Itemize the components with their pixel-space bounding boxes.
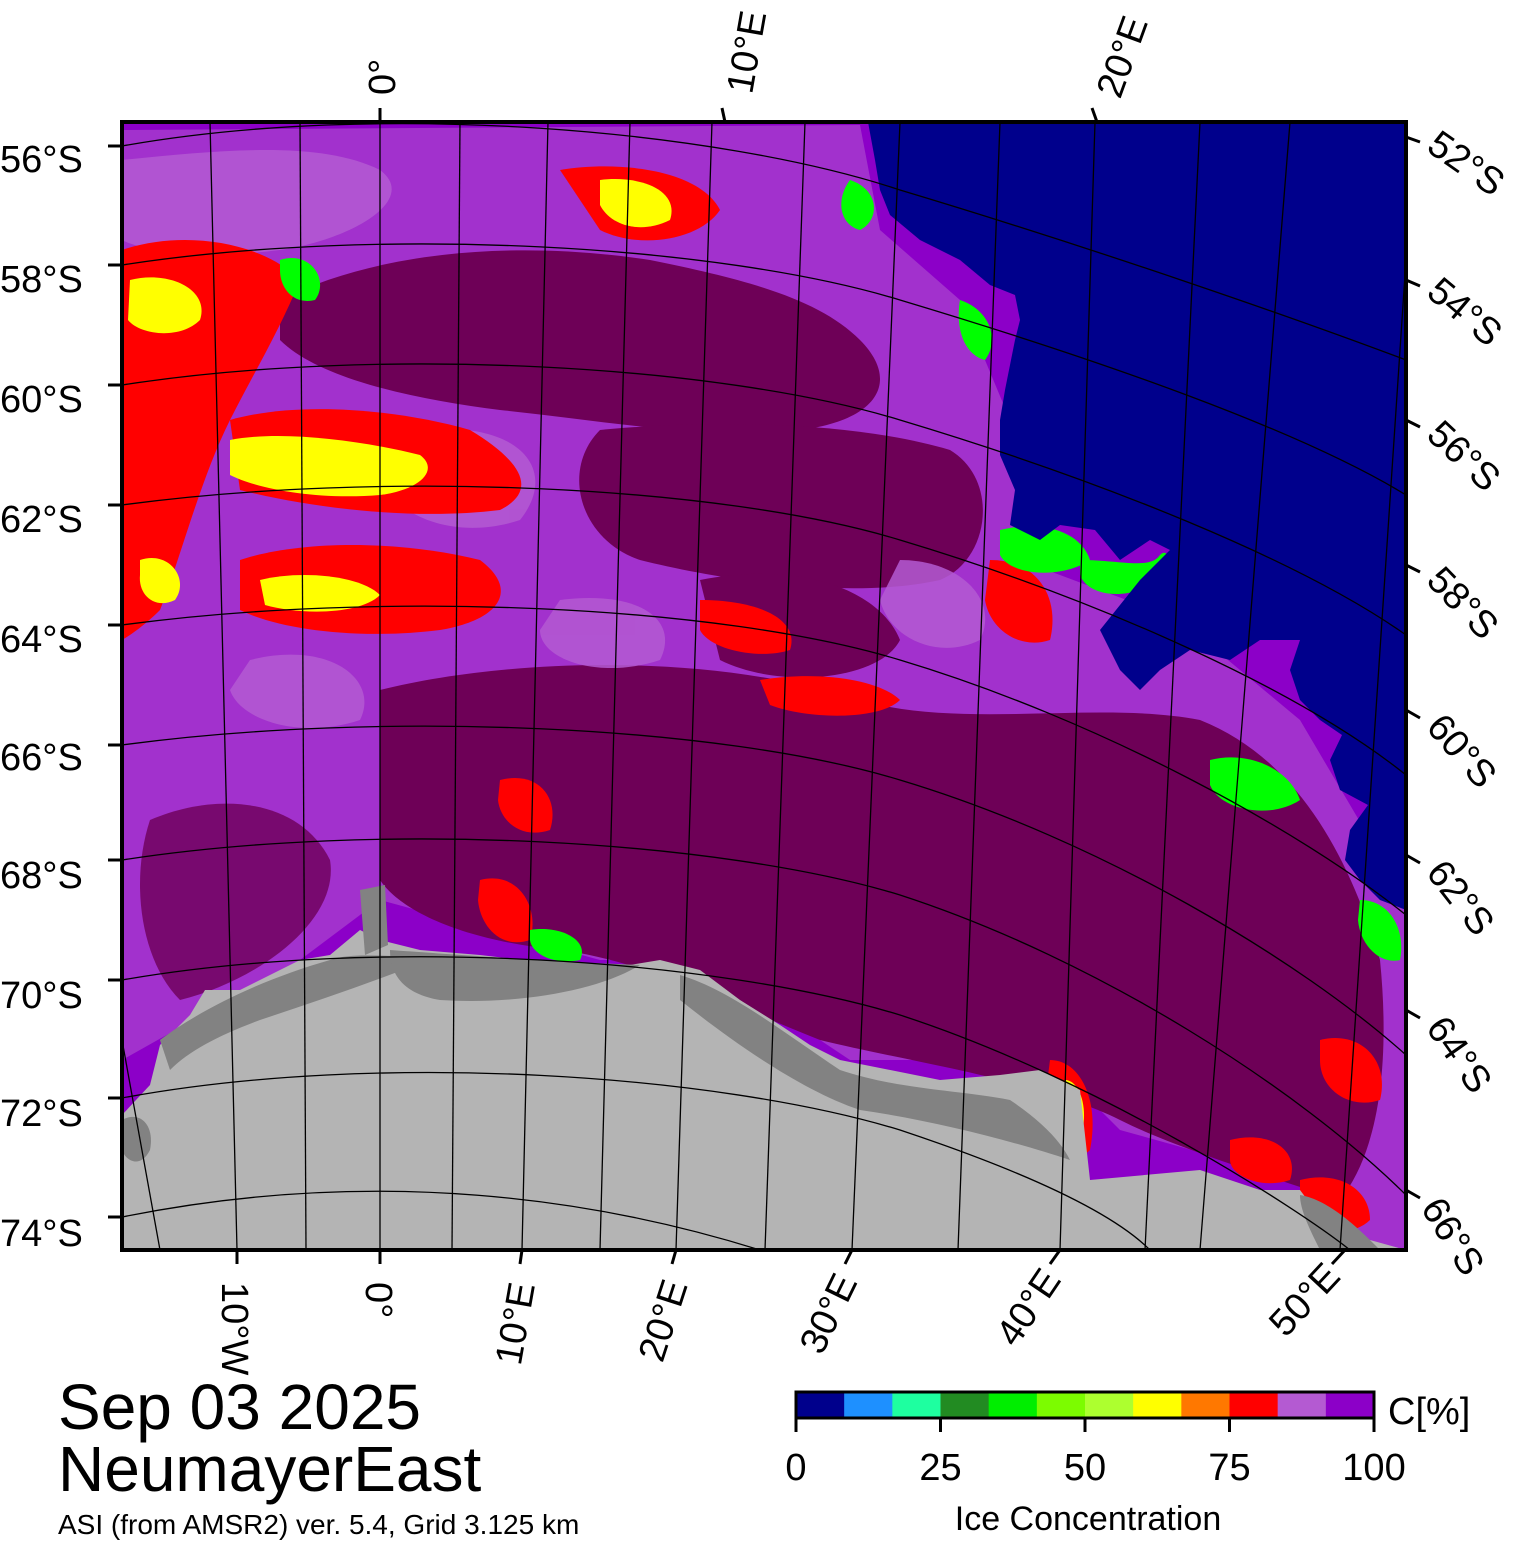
lat-label-left-68: 68°S [0, 855, 83, 897]
colorbar-swatch [1277, 1392, 1327, 1418]
colorbar-swatch [988, 1392, 1038, 1418]
colorbar-swatch [796, 1392, 845, 1418]
lat-label-left-60: 60°S [0, 379, 83, 421]
colorbar-title: Ice Concentration [955, 1500, 1222, 1538]
colorbar-tick-50: 50 [1064, 1447, 1106, 1489]
lat-label-left-70: 70°S [0, 975, 83, 1017]
colorbar-tick-75: 75 [1208, 1447, 1250, 1489]
colorbar-swatch [1085, 1392, 1134, 1418]
lat-label-right-66: 66°S [1412, 1191, 1492, 1283]
region-name: NeumayerEast [58, 1433, 482, 1505]
lat-label-right-64: 64°S [1418, 1009, 1500, 1101]
graticule [122, 122, 1406, 1250]
lon-label-top-0: 0° [362, 59, 404, 95]
lon-label-bottom-30e: 30°E [792, 1268, 866, 1361]
colorbar-swatches [796, 1392, 1375, 1418]
colorbar-unit: C[%] [1388, 1391, 1470, 1433]
colorbar-tick-0: 0 [785, 1447, 806, 1489]
colorbar-swatch [844, 1392, 893, 1418]
lat-label-left-74: 74°S [0, 1213, 83, 1255]
lon-labels-top: 0° 10°E 20°E [362, 8, 1157, 103]
lat-label-left-64: 64°S [0, 619, 83, 661]
colorbar-tick-100: 100 [1342, 1447, 1405, 1489]
colorbar-swatch [1181, 1392, 1230, 1418]
colorbar-swatch [892, 1392, 941, 1418]
lat-label-right-60: 60°S [1418, 706, 1504, 796]
lat-label-left-72: 72°S [0, 1093, 83, 1135]
colorbar-swatch [1229, 1392, 1279, 1418]
antarctic-land [122, 930, 1406, 1250]
lon-label-bottom-10e: 10°E [488, 1279, 544, 1368]
open-water [868, 122, 1406, 910]
lon-label-bottom-40e: 40°E [988, 1262, 1069, 1354]
lat-label-right-62: 62°S [1418, 853, 1502, 944]
frame-ticks [108, 107, 1421, 1266]
lat-labels-left: 56°S 58°S 60°S 62°S 64°S 66°S 68°S 70°S … [0, 139, 83, 1255]
colorbar-ticks [794, 1418, 1376, 1432]
map-date: Sep 03 2025 [58, 1371, 421, 1443]
lon-label-top-20e: 20°E [1089, 11, 1157, 103]
lon-label-bottom-10w: 10°W [213, 1282, 255, 1375]
data-source: ASI (from AMSR2) ver. 5.4, Grid 3.125 km [58, 1509, 580, 1540]
lon-label-bottom-20e: 20°E [631, 1275, 697, 1367]
lat-label-right-58: 58°S [1419, 559, 1507, 648]
lat-label-left-56: 56°S [0, 139, 83, 181]
lat-label-left-66: 66°S [0, 737, 83, 779]
lat-label-right-54: 54°S [1419, 270, 1509, 355]
lat-label-left-62: 62°S [0, 499, 83, 541]
lat-label-left-58: 58°S [0, 259, 83, 301]
colorbar-swatch [1325, 1392, 1375, 1418]
colorbar-swatch [1133, 1392, 1182, 1418]
lat-labels-right: 52°S 54°S 56°S 58°S 60°S 62°S 64°S 66°S [1412, 123, 1511, 1283]
colorbar-tick-25: 25 [919, 1447, 961, 1489]
map-frame [120, 120, 1408, 1252]
lon-labels-bottom: 10°W 0° 10°E 20°E 30°E 40°E 50°E [213, 1255, 1349, 1375]
lon-label-bottom-50e: 50°E [1261, 1255, 1348, 1344]
map-field [122, 122, 1406, 1250]
lon-label-top-10e: 10°E [720, 8, 776, 97]
colorbar: 0 25 50 75 100 C[%] Ice Concentration [785, 1390, 1470, 1538]
colorbar-swatch [1036, 1392, 1086, 1418]
lon-label-bottom-0: 0° [357, 1282, 399, 1318]
lat-label-right-52: 52°S [1420, 123, 1512, 205]
colorbar-swatch [940, 1392, 990, 1418]
lat-label-right-56: 56°S [1419, 413, 1508, 500]
